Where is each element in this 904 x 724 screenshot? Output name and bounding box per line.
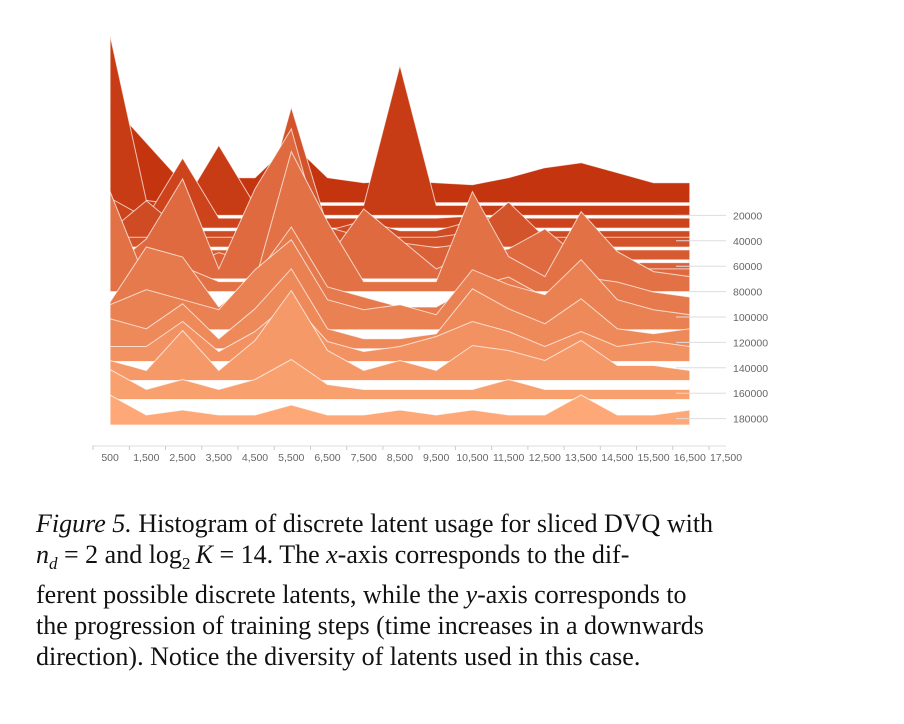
ridge-area: [109, 267, 691, 350]
caption-text-3b: -axis corresponds to: [477, 580, 687, 610]
figure-label: Figure 5.: [36, 509, 132, 538]
nd-subscript: d: [49, 554, 58, 574]
ridge-area: [109, 358, 691, 401]
caption-line-5: direction). Notice the diversity of late…: [36, 642, 641, 672]
figure-caption: Figure 5. Histogram of discrete latent u…: [36, 508, 856, 672]
x-tick-label: 7,500: [351, 452, 377, 464]
x-tick-label: 9,500: [423, 452, 449, 464]
caption-eq-1: = 2 and: [57, 540, 149, 569]
x-tick-label: 2,500: [169, 452, 195, 464]
y-tick-label: 160000: [733, 388, 768, 400]
x-tick-label: 10,500: [456, 452, 488, 464]
x-tick-label: 17,500: [710, 452, 742, 464]
ridge-series-group: [109, 35, 691, 426]
y-tick-label: 80000: [733, 287, 762, 299]
x-tick-label: 15,500: [637, 452, 669, 464]
x-tick-label: 5,500: [278, 452, 304, 464]
y-tick-label: 20000: [733, 210, 762, 222]
y-axis-ticks: 20000 40000 60000 80000 100000 120000 140000 16…: [733, 210, 768, 425]
ridgeline-chart: 20000 40000 60000 80000 100000 120000 140000 16…: [92, 35, 768, 464]
x-tick-label: 8,500: [387, 452, 413, 464]
x-tick-label: 11,500: [493, 452, 524, 464]
caption-line-1: Figure 5. Histogram of discrete latent u…: [36, 508, 856, 539]
x-tick-label: 13,500: [565, 452, 597, 464]
caption-line-2: nd = 2 and log2 K = 14. The x-axis corre…: [36, 539, 856, 579]
caption-line-3: ferent possible discrete latents, while …: [36, 579, 856, 610]
ridge-area: [109, 394, 691, 426]
y-tick-label: 120000: [733, 337, 768, 349]
x-tick-label: 16,500: [674, 452, 706, 464]
y-tick-lines: [676, 214, 726, 420]
x-tick-label: 12,500: [529, 452, 561, 464]
y-tick-label: 180000: [733, 414, 768, 426]
caption-line-4: the progression of training steps (time …: [36, 611, 704, 641]
x-tick-label: 1,500: [133, 452, 159, 464]
log-text: log: [148, 540, 182, 569]
caption-eq-2: = 14. The: [213, 540, 327, 569]
nd-symbol: n: [36, 540, 49, 569]
x-tick-label: 4,500: [242, 452, 268, 464]
y-variable: y: [465, 580, 478, 610]
x-tick-label: 3,500: [206, 452, 232, 464]
x-variable: x: [326, 540, 338, 569]
caption-text-3a: ferent possible discrete latents, while …: [36, 580, 466, 610]
log-subscript: 2: [181, 554, 191, 574]
k-symbol: K: [195, 540, 213, 569]
caption-text-1: Histogram of discrete latent usage for s…: [131, 509, 714, 538]
x-tick-label: 6,500: [314, 452, 340, 464]
ridge-area: [109, 238, 691, 331]
caption-text-2: -axis corresponds to the dif-: [337, 540, 630, 569]
y-tick-label: 140000: [733, 363, 768, 375]
y-tick-label: 100000: [733, 312, 768, 324]
x-axis-ticks: 500 1,500 2,500 3,500 4,500 5,500 6,500 7,500 8,…: [92, 445, 742, 464]
x-tick-label: 500: [101, 452, 119, 464]
x-tick-label: 14,500: [601, 452, 633, 464]
y-tick-label: 60000: [733, 261, 762, 273]
y-tick-label: 40000: [733, 236, 762, 248]
ridge-area: [109, 289, 691, 381]
